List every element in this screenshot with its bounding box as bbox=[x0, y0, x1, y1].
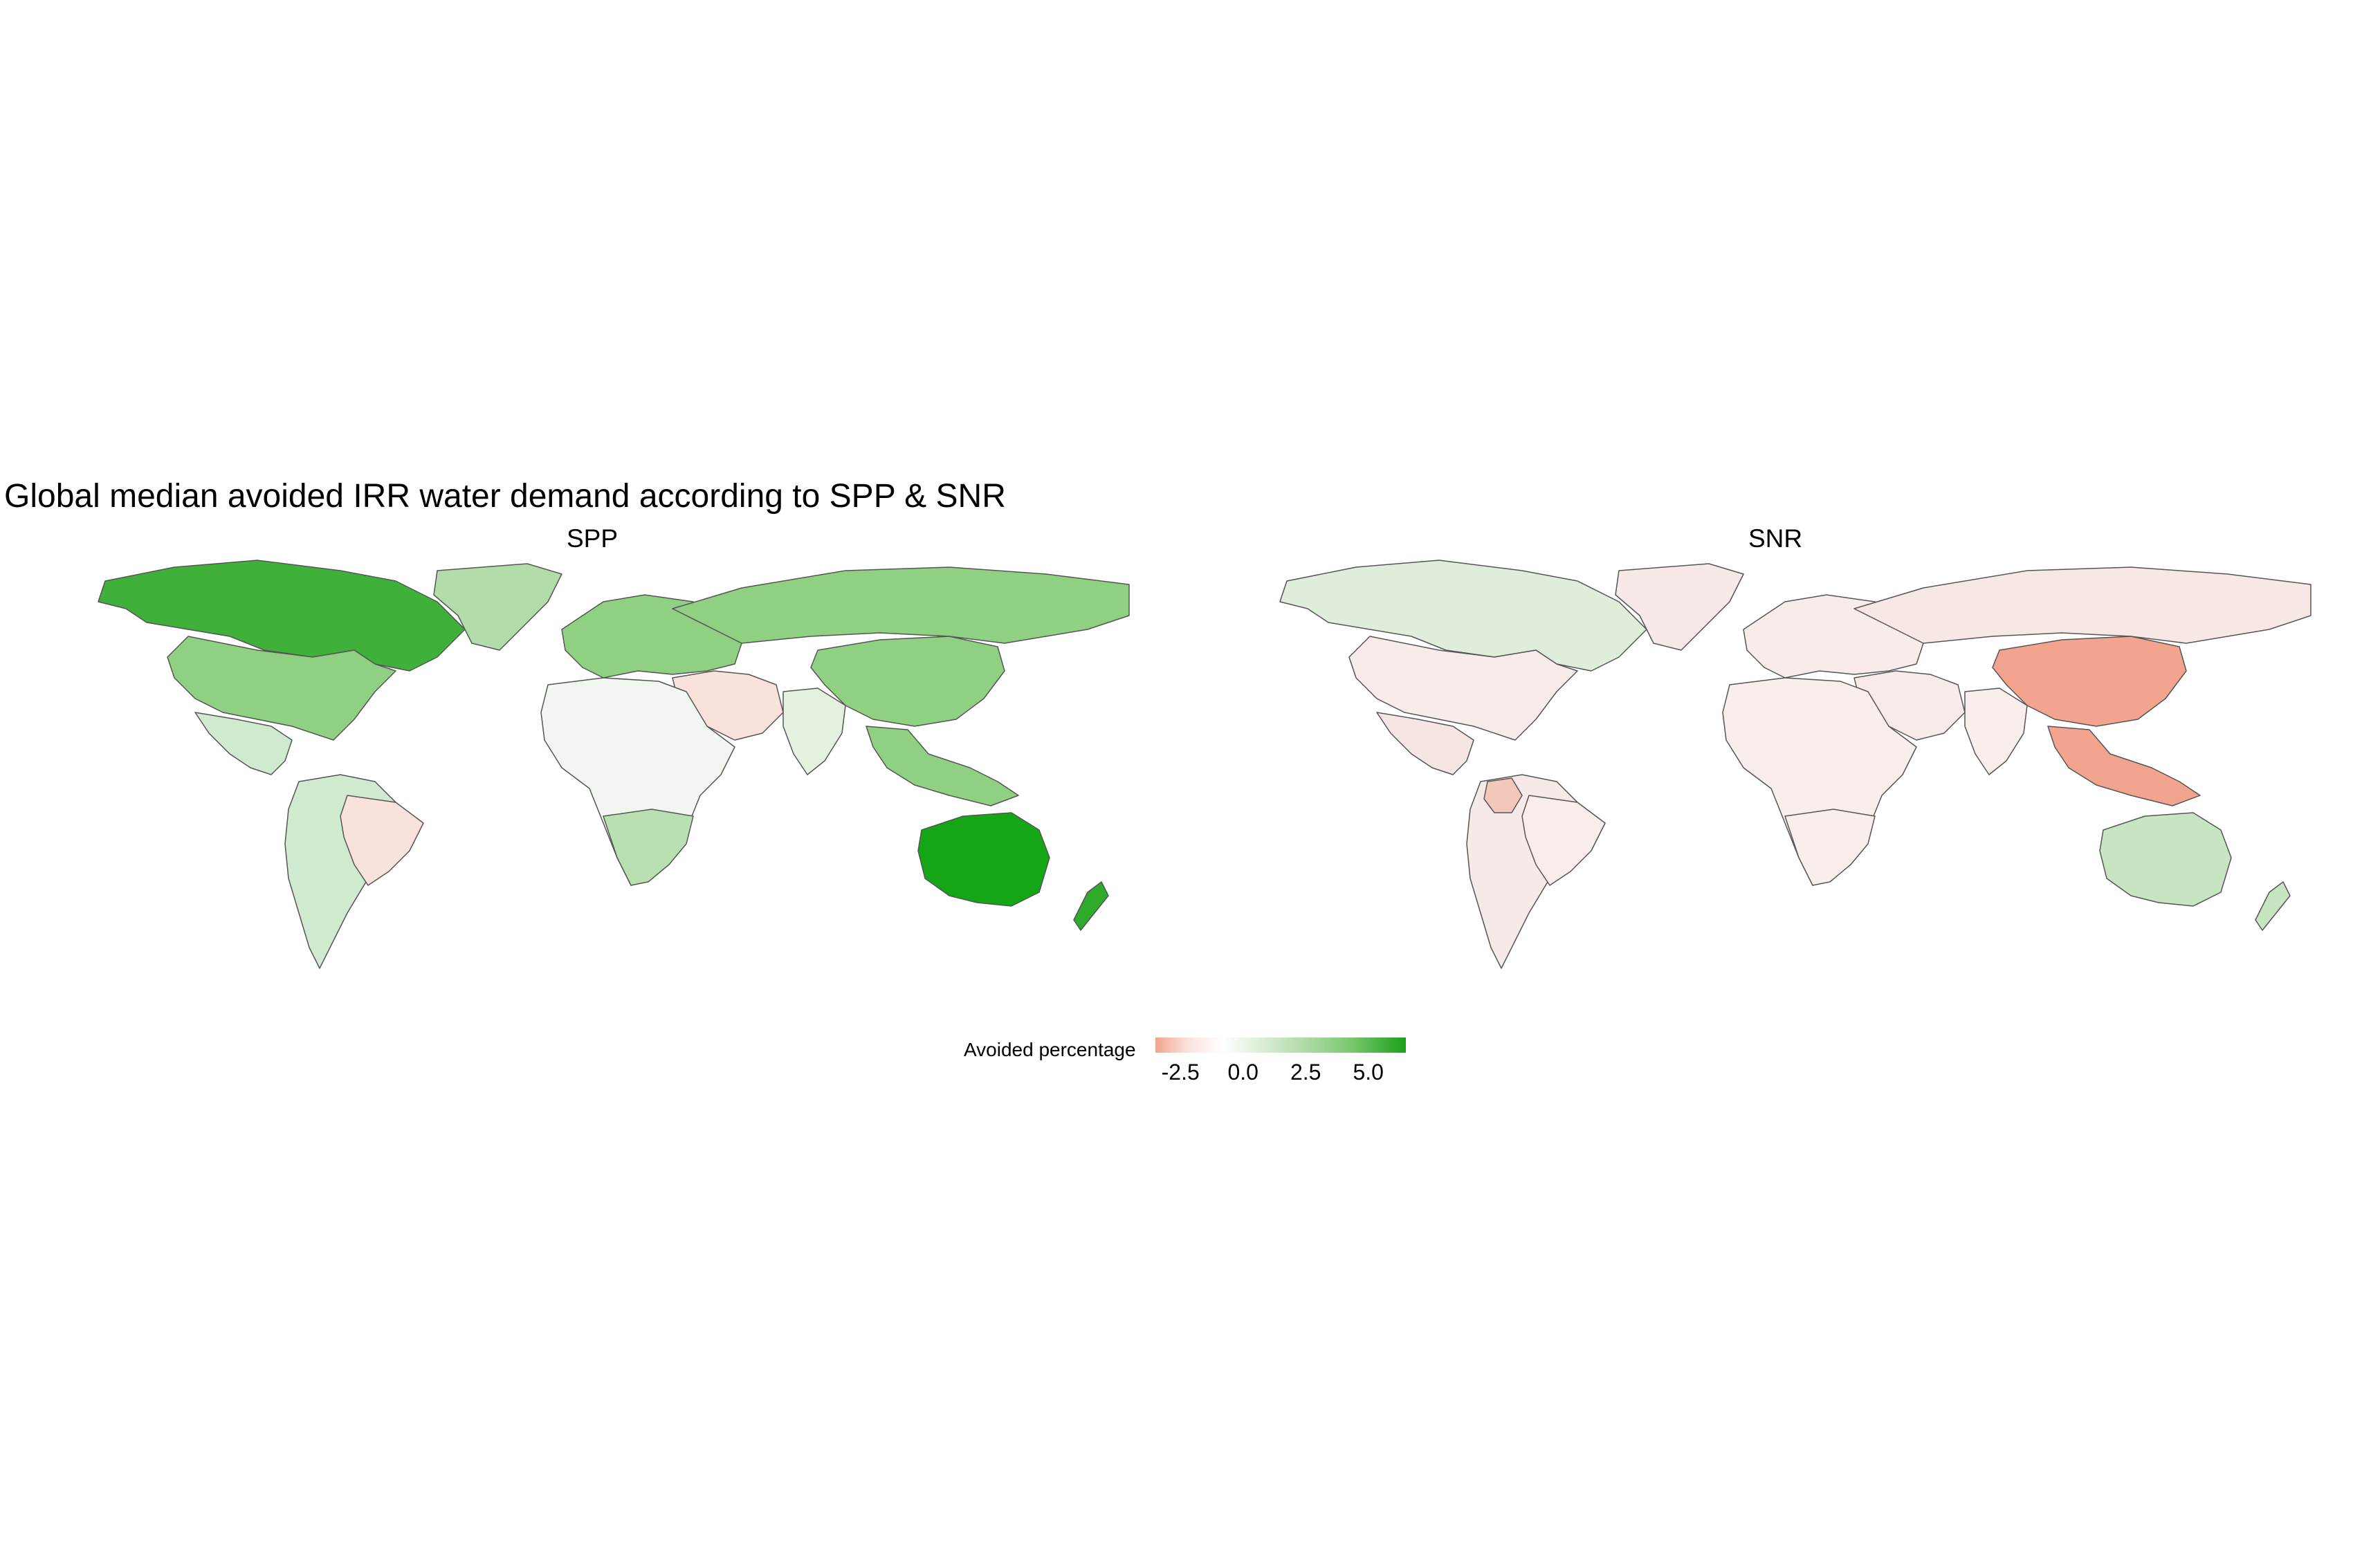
snr-region-india bbox=[1964, 688, 2028, 775]
spp-region-new-zealand bbox=[1073, 881, 1109, 931]
spp-region-africa-south bbox=[603, 809, 694, 886]
snr-region-usa bbox=[1348, 636, 1578, 741]
snr-region-greenland bbox=[1615, 563, 1744, 651]
map-spp bbox=[50, 553, 1136, 1017]
snr-region-china bbox=[1992, 636, 2187, 727]
spp-region-brazil bbox=[340, 795, 424, 886]
spp-region-india bbox=[782, 688, 846, 775]
legend-title: Avoided percentage bbox=[964, 1039, 1136, 1060]
spp-region-mexico bbox=[194, 712, 293, 775]
legend-tick-label: 2.5 bbox=[1290, 1060, 1321, 1085]
spp-region-australia bbox=[917, 812, 1050, 907]
spp-region-russia bbox=[672, 566, 1130, 644]
legend-tick bbox=[1243, 1053, 1245, 1058]
snr-region-se-asia bbox=[2047, 726, 2201, 806]
snr-region-australia bbox=[2099, 812, 2232, 907]
snr-region-mexico bbox=[1376, 712, 1474, 775]
legend-ticks bbox=[1155, 1053, 1406, 1060]
legend-tick-label: -2.5 bbox=[1161, 1060, 1200, 1085]
panel-title-spp: SPP bbox=[566, 524, 619, 553]
spp-region-usa bbox=[167, 636, 396, 741]
legend-tick-label: 5.0 bbox=[1353, 1060, 1384, 1085]
snr-region-brazil bbox=[1521, 795, 1606, 886]
spp-region-greenland bbox=[433, 563, 562, 651]
spp-region-china bbox=[810, 636, 1005, 727]
legend-tick bbox=[1180, 1053, 1182, 1058]
figure-title: Global median avoided IRR water demand a… bbox=[4, 478, 1006, 515]
snr-region-russia bbox=[1853, 566, 2311, 644]
snr-region-africa-south bbox=[1784, 809, 1876, 886]
legend-tick bbox=[1368, 1053, 1370, 1058]
legend-tick bbox=[1306, 1053, 1308, 1058]
panel-title-snr: SNR bbox=[1748, 524, 1803, 553]
spp-region-se-asia bbox=[866, 726, 1019, 806]
legend-tick-label: 0.0 bbox=[1227, 1060, 1258, 1085]
snr-region-new-zealand bbox=[2255, 881, 2291, 931]
snr-world-map bbox=[1279, 560, 2311, 969]
map-snr bbox=[1232, 553, 2318, 1017]
legend-colorbar bbox=[1155, 1037, 1406, 1053]
spp-world-map bbox=[98, 560, 1130, 969]
snr-region-colombia bbox=[1483, 777, 1523, 813]
